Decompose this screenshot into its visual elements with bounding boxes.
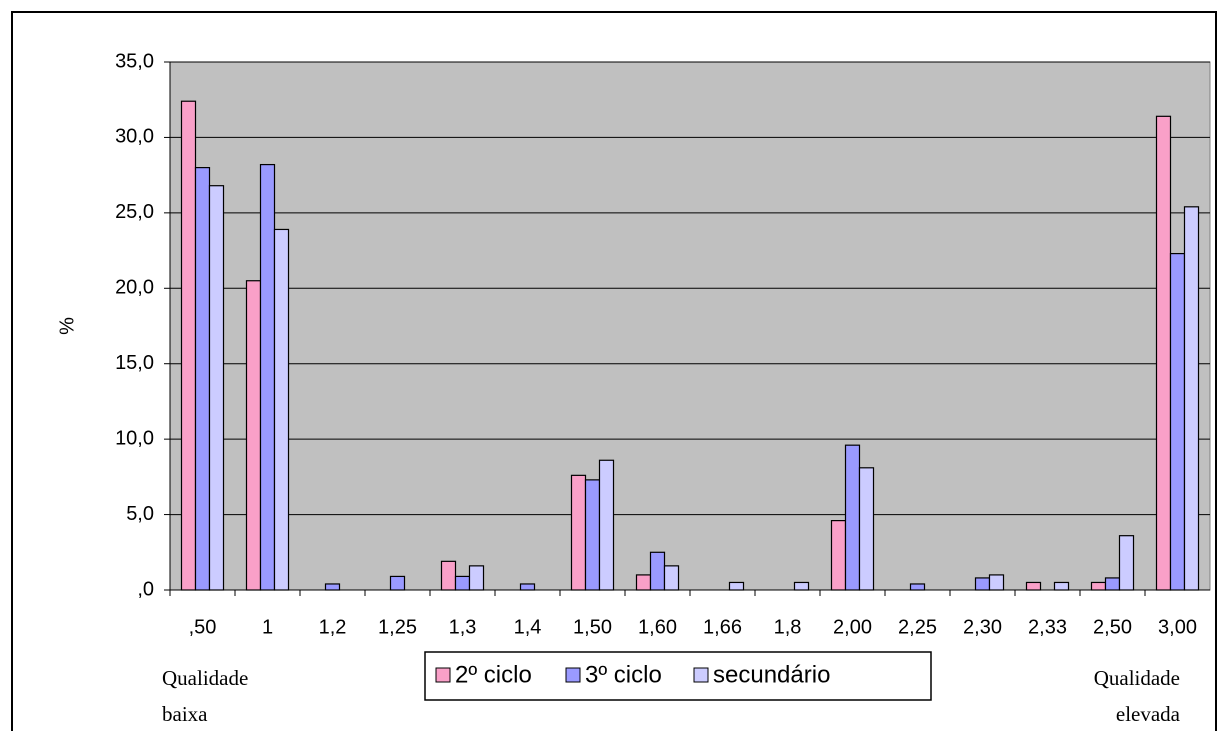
- x-tick-label: ,50: [189, 616, 217, 638]
- x-tick-label: 1,66: [703, 616, 742, 638]
- legend-label: 3º ciclo: [585, 661, 662, 688]
- y-tick-label: 35,0: [115, 50, 154, 72]
- bar: [1183, 206, 1200, 591]
- x-tick-label: 1,2: [319, 616, 347, 638]
- bar: [830, 520, 847, 591]
- plot-area: [169, 61, 1211, 591]
- y-tick-label: 15,0: [115, 352, 154, 374]
- x-tick-label: 2,00: [833, 616, 872, 638]
- y-tick-label: 25,0: [115, 201, 154, 223]
- bar: [598, 459, 615, 591]
- bar: [988, 574, 1005, 591]
- bar: [194, 167, 211, 591]
- bar: [1169, 252, 1186, 591]
- bar: [844, 444, 861, 591]
- x-tick-label: 1: [262, 616, 273, 638]
- bar: [1118, 535, 1135, 591]
- bar: [793, 581, 810, 591]
- bar: [728, 581, 745, 591]
- bar: [1025, 581, 1042, 591]
- annotation: Qualidade elevada: [1094, 666, 1181, 726]
- x-tick-label: 1,3: [449, 616, 477, 638]
- bar: [440, 560, 457, 591]
- bar: [1155, 115, 1172, 591]
- legend-swatch: [693, 667, 709, 683]
- x-tick-label: 2,33: [1028, 616, 1067, 638]
- bar: [909, 583, 926, 591]
- bar: [468, 565, 485, 591]
- bar: [584, 479, 601, 591]
- legend-swatch: [565, 667, 581, 683]
- bar: [208, 185, 225, 591]
- bar: [1090, 581, 1107, 591]
- bar: [635, 574, 652, 591]
- bar: [324, 583, 341, 591]
- bar: [273, 228, 290, 591]
- x-tick-label: 1,25: [378, 616, 417, 638]
- bar: [663, 565, 680, 591]
- annotation: Qualidade baixa: [162, 666, 248, 726]
- bar: [570, 474, 587, 591]
- y-tick-label: 30,0: [115, 126, 154, 148]
- bar: [245, 280, 262, 591]
- x-tick-label: 1,8: [774, 616, 802, 638]
- bar: [1053, 581, 1070, 591]
- y-tick-label: 20,0: [115, 277, 154, 299]
- legend-label: 2º ciclo: [455, 661, 532, 688]
- y-tick-label: ,0: [137, 578, 154, 600]
- bar: [180, 100, 197, 591]
- bar: [389, 575, 406, 591]
- legend-label: secundário: [713, 661, 830, 688]
- bar: [259, 163, 276, 591]
- x-tick-label: 2,25: [898, 616, 937, 638]
- x-tick-label: 1,50: [573, 616, 612, 638]
- y-tick-label: 5,0: [126, 503, 154, 525]
- x-tick-label: 1,4: [514, 616, 542, 638]
- x-tick-label: 2,50: [1093, 616, 1132, 638]
- bar: [1104, 577, 1121, 591]
- x-tick-label: 3,00: [1158, 616, 1197, 638]
- bar: [519, 583, 536, 591]
- y-axis-label: %: [56, 317, 78, 335]
- bar: [974, 577, 991, 591]
- x-tick-label: 2,30: [963, 616, 1002, 638]
- bar: [454, 575, 471, 591]
- x-tick-label: 1,60: [638, 616, 677, 638]
- bar: [649, 551, 666, 591]
- y-tick-label: 10,0: [115, 427, 154, 449]
- legend-box: [424, 651, 932, 701]
- legend-swatch: [435, 667, 451, 683]
- bar: [858, 467, 875, 591]
